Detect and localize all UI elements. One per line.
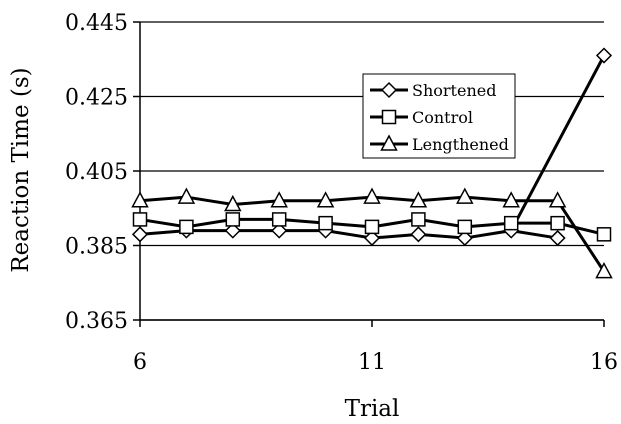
legend-marker-control bbox=[381, 109, 397, 125]
point-control-13 bbox=[457, 219, 473, 235]
y-tick-label-3: 0.425 bbox=[65, 86, 128, 111]
point-lengthened-6 bbox=[131, 191, 149, 208]
point-shortened-11 bbox=[363, 229, 381, 247]
point-lengthened-11 bbox=[363, 187, 381, 204]
series-control bbox=[132, 212, 612, 242]
legend-marker-lengthened bbox=[380, 134, 398, 151]
legend-label-lengthened: Lengthened bbox=[412, 135, 509, 154]
legend: Shortened Control Lengthened bbox=[362, 73, 516, 159]
point-shortened-13 bbox=[456, 229, 473, 247]
legend-item-shortened: Shortened bbox=[370, 81, 496, 100]
point-control-7 bbox=[179, 219, 194, 235]
y-tick-label-2: 0.405 bbox=[65, 160, 128, 185]
point-lengthened-15 bbox=[548, 191, 567, 208]
y-tick-label-4: 0.445 bbox=[65, 11, 128, 36]
legend-label-control: Control bbox=[412, 108, 473, 127]
legend-item-control: Control bbox=[370, 108, 473, 127]
point-control-8 bbox=[225, 212, 241, 227]
legend-marker-shortened bbox=[380, 81, 398, 99]
point-lengthened-10 bbox=[316, 191, 335, 208]
series-line-shortened bbox=[139, 229, 558, 240]
point-control-6 bbox=[132, 212, 148, 227]
point-lengthened-12 bbox=[409, 191, 428, 208]
point-lengthened-13 bbox=[456, 187, 474, 204]
point-shortened-6 bbox=[131, 226, 149, 243]
series-lengthened bbox=[131, 187, 613, 279]
y-tick-label-0: 0.365 bbox=[65, 309, 128, 334]
grid-lines bbox=[140, 21, 604, 321]
point-lengthened-14 bbox=[502, 191, 520, 208]
point-lengthened-16 bbox=[595, 261, 613, 279]
y-axis-ticks: 0.365 0.385 0.405 0.425 0.445 bbox=[65, 11, 140, 334]
x-tick-label-2: 16 bbox=[590, 350, 618, 375]
point-shortened-9 bbox=[271, 222, 288, 239]
x-axis-title: Trial bbox=[345, 396, 400, 422]
point-shortened-15 bbox=[549, 229, 566, 247]
x-axis-ticks: 6 11 16 bbox=[133, 320, 618, 375]
point-control-16 bbox=[596, 227, 612, 242]
point-control-10 bbox=[318, 215, 333, 231]
point-control-9 bbox=[271, 212, 287, 227]
point-control-11 bbox=[364, 219, 380, 235]
legend-label-shortened: Shortened bbox=[412, 81, 496, 100]
y-axis-title: Reaction Time (s) bbox=[8, 67, 34, 272]
point-lengthened-7 bbox=[177, 187, 196, 204]
point-control-15 bbox=[550, 215, 565, 231]
point-control-12 bbox=[411, 212, 426, 227]
x-tick-label-1: 11 bbox=[358, 350, 386, 375]
point-lengthened-9 bbox=[270, 191, 288, 208]
point-shortened-8 bbox=[224, 222, 241, 239]
x-tick-label-0: 6 bbox=[133, 350, 147, 375]
y-tick-label-1: 0.385 bbox=[65, 235, 128, 260]
point-shortened-12 bbox=[410, 226, 427, 243]
point-shortened-16 bbox=[595, 47, 613, 64]
point-lengthened-8 bbox=[224, 194, 242, 212]
legend-item-lengthened: Lengthened bbox=[370, 134, 509, 154]
point-control-14 bbox=[503, 215, 519, 231]
series-group bbox=[131, 47, 613, 279]
